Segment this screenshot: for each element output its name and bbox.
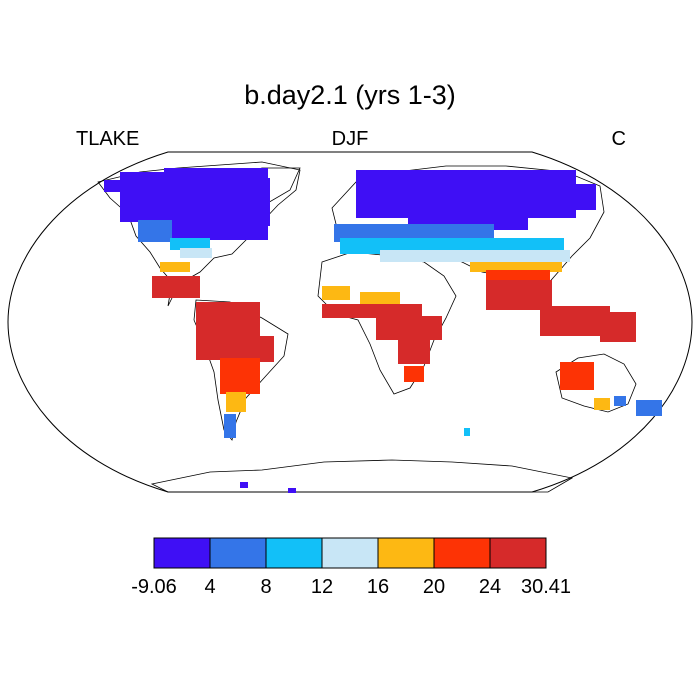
colorbar-label: 24 (479, 576, 501, 598)
australia-coast (555, 353, 637, 413)
variable-label: TLAKE (76, 128, 140, 150)
units-label: C (611, 128, 626, 150)
antarctica-coast (150, 459, 574, 493)
colorbar-swatch (209, 537, 267, 569)
colorbar-label: 30.41 (521, 576, 571, 598)
colorbar-label: 8 (260, 576, 271, 598)
colorbar-swatch (321, 537, 379, 569)
colorbar-label: -9.06 (131, 576, 177, 598)
colorbar-label: 12 (311, 576, 333, 598)
colorbar-swatch (377, 537, 435, 569)
colorbar-swatch (433, 537, 491, 569)
plot-title: b.day2.1 (yrs 1-3) (244, 80, 456, 110)
colorbar-swatch (489, 537, 547, 569)
colorbar-label: 4 (204, 576, 215, 598)
north-america-coast (97, 161, 301, 307)
season-label: DJF (331, 128, 369, 150)
colorbar-label: 16 (367, 576, 389, 598)
colorbar-label: 20 (423, 576, 445, 598)
colorbar-swatch (265, 537, 323, 569)
colorbar-swatch (153, 537, 211, 569)
temperature-field (104, 168, 662, 493)
